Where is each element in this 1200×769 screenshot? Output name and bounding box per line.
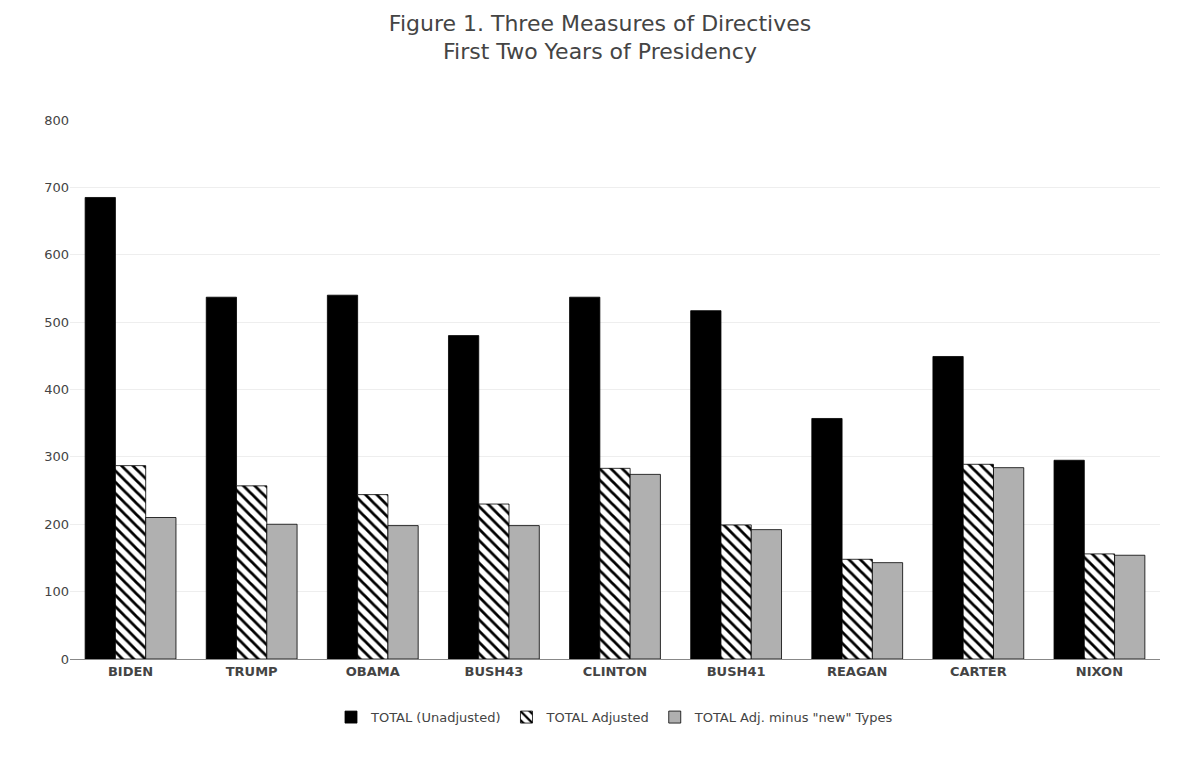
svg-text:500: 500 [44, 315, 69, 330]
svg-text:REAGAN: REAGAN [827, 664, 888, 679]
svg-text:TOTAL Adjusted: TOTAL Adjusted [545, 710, 648, 725]
svg-text:300: 300 [44, 449, 69, 464]
svg-text:BUSH41: BUSH41 [707, 664, 766, 679]
svg-text:TOTAL (Unadjusted): TOTAL (Unadjusted) [370, 710, 500, 725]
svg-text:NIXON: NIXON [1076, 664, 1123, 679]
svg-text:0: 0 [61, 652, 69, 667]
svg-text:CLINTON: CLINTON [583, 664, 647, 679]
svg-text:CARTER: CARTER [950, 664, 1007, 679]
svg-text:TOTAL Adj. minus "new" Types: TOTAL Adj. minus "new" Types [694, 710, 893, 725]
svg-text:200: 200 [44, 517, 69, 532]
svg-text:100: 100 [44, 584, 69, 599]
svg-text:Figure 1. Three Measures of Di: Figure 1. Three Measures of DirectivesFi… [389, 11, 811, 65]
svg-text:800: 800 [44, 113, 69, 128]
svg-text:BUSH43: BUSH43 [464, 664, 523, 679]
svg-text:600: 600 [44, 247, 69, 262]
svg-text:BIDEN: BIDEN [108, 664, 153, 679]
svg-text:700: 700 [44, 180, 69, 195]
svg-text:TRUMP: TRUMP [226, 664, 278, 679]
svg-text:OBAMA: OBAMA [346, 664, 400, 679]
svg-text:400: 400 [44, 382, 69, 397]
